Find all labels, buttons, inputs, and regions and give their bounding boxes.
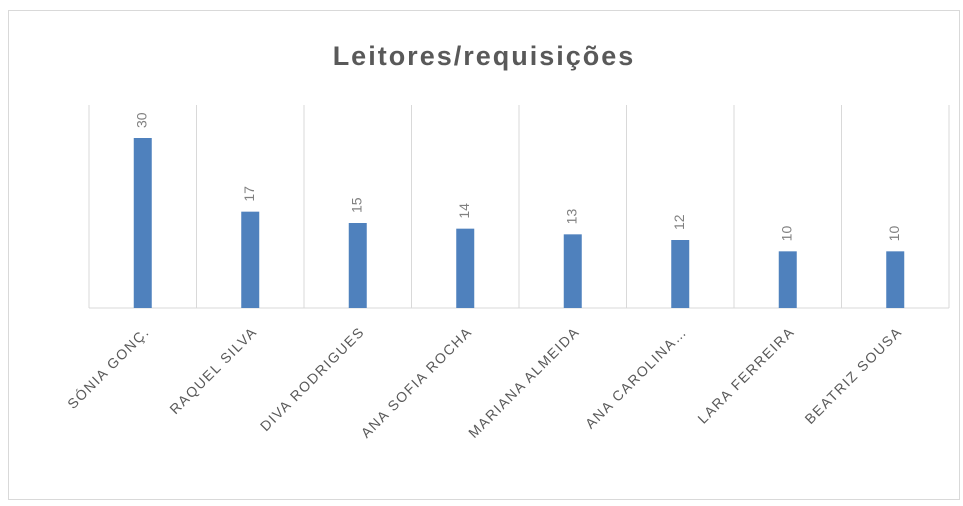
bar [456, 228, 475, 308]
value-label: 13 [563, 209, 579, 225]
bar [348, 223, 367, 308]
value-label: 10 [886, 226, 902, 242]
bar [133, 138, 152, 308]
value-label: 10 [778, 226, 794, 242]
bar [886, 251, 905, 308]
value-label: 17 [241, 186, 257, 202]
value-label: 30 [133, 112, 149, 128]
chart-border [8, 10, 960, 500]
value-label: 12 [671, 214, 687, 230]
bar [241, 211, 260, 308]
bar [778, 251, 797, 308]
bar [671, 240, 690, 308]
bar [563, 234, 582, 308]
chart-title: Leitores/requisições [333, 41, 636, 71]
value-label: 14 [456, 203, 472, 219]
value-label: 15 [348, 197, 364, 213]
